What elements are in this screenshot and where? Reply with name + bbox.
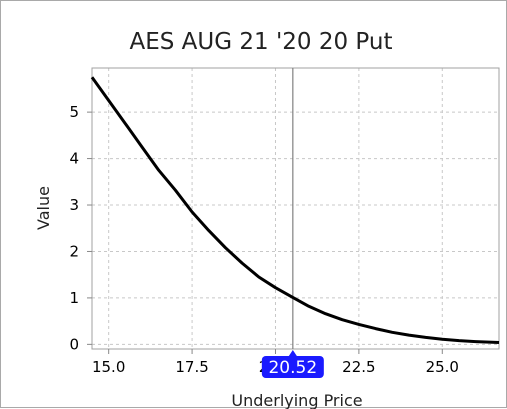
y-tick-label: 0 [69,335,79,353]
y-axis-label: Value [34,186,53,230]
x-tick-label: 15.0 [92,358,125,376]
marker-badge[interactable] [261,356,324,378]
y-tick-label: 1 [69,289,79,307]
underlying-price-marker[interactable]: 20.52 [261,350,324,378]
chart-title: AES AUG 21 '20 20 Put [130,29,393,55]
y-tick-label: 3 [69,196,79,214]
grid [92,68,499,349]
y-axis-ticks: 0 1 2 3 4 5 [69,103,92,353]
series-line-value [90,76,500,344]
plot-area [91,67,500,350]
y-tick-label: 4 [69,150,79,168]
x-axis-label: Underlying Price [231,391,362,409]
y-tick-label: 5 [69,103,79,121]
marker-arrow-icon[interactable] [288,350,297,356]
x-tick-label: 25.0 [426,358,459,376]
x-tick-label: 17.5 [175,358,208,376]
x-tick-label: 22.5 [342,358,375,376]
marker-value-label[interactable]: 20.52 [268,358,317,378]
y-tick-label: 2 [69,242,79,260]
